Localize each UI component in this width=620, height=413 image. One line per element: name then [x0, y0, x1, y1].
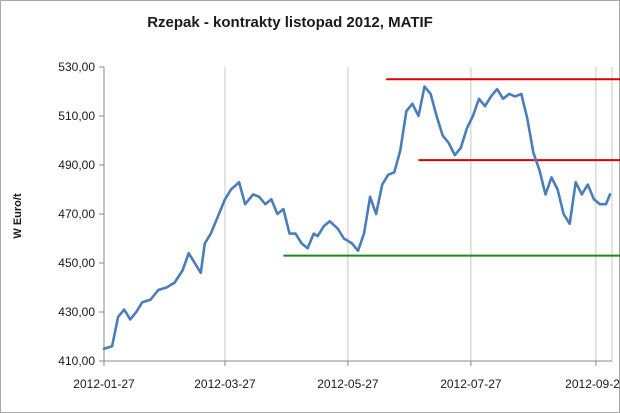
series: [102, 85, 612, 351]
y-tick-label: 490,00: [58, 158, 95, 172]
x-tick-label: 2012-05-27: [317, 377, 379, 391]
tick-labels: 2012-01-27 2012-03-27 2012-05-27 2012-07-27…: [58, 60, 620, 391]
y-tick-label: 470,00: [58, 207, 95, 221]
y-tick-label: 530,00: [58, 60, 95, 74]
reference-lines: [283, 78, 620, 257]
chart-title: Rzepak - kontrakty listopad 2012, MATIF: [147, 14, 433, 31]
y-tick-label: 450,00: [58, 256, 95, 270]
x-tick-label: 2012-01-27: [73, 377, 135, 391]
y-tick-label: 410,00: [58, 354, 95, 368]
x-tick-label: 2012-07-27: [440, 377, 502, 391]
x-tick-label: 2012-03-27: [194, 377, 256, 391]
y-tick-label: 510,00: [58, 109, 95, 123]
x-tick-label: 2012-09-27: [565, 377, 620, 391]
price-series-line: [102, 85, 612, 351]
gridlines: [103, 67, 613, 361]
axes: [99, 66, 612, 366]
y-tick-label: 430,00: [58, 305, 95, 319]
